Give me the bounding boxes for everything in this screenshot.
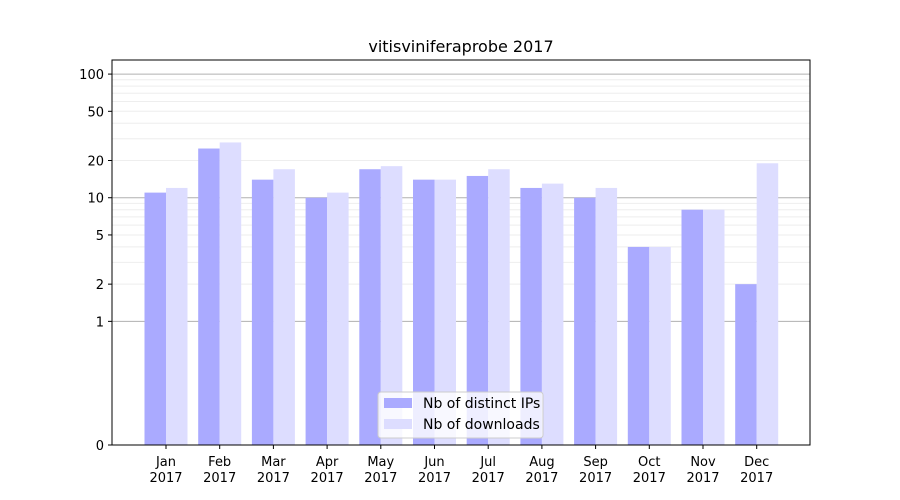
y-tick-label: 2 — [96, 278, 104, 293]
y-tick-label: 50 — [87, 105, 104, 120]
legend-frame — [377, 391, 544, 439]
bar-downloads — [434, 179, 456, 446]
legend: Nb of distinct IPs Nb of downloads — [377, 391, 544, 439]
bar-distinct-ips — [466, 175, 489, 445]
bar-downloads — [219, 142, 242, 445]
bar-distinct-ips — [305, 197, 328, 445]
x-tick-label: Jan 2017 — [149, 455, 182, 486]
x-axis: Jan 2017 Feb 2017 Mar 2017 Apr 2017 May 2017 Jun 20… — [149, 445, 773, 486]
bar-distinct-ips — [735, 284, 757, 445]
legend-swatch-distinct-ips — [384, 398, 412, 408]
bar-downloads — [703, 209, 725, 445]
x-tick-label: May 2017 — [364, 455, 397, 486]
x-tick-label: Aug 2017 — [525, 455, 558, 486]
x-tick-label: Apr 2017 — [311, 455, 344, 486]
y-tick-label: 0 — [96, 439, 104, 454]
bar-distinct-ips — [359, 169, 381, 445]
x-tick-label: Jun 2017 — [418, 455, 451, 486]
chart-title: vitisviniferaprobe 2017 — [368, 37, 553, 56]
bar-downloads — [595, 187, 618, 445]
legend-label-downloads: Nb of downloads — [423, 417, 540, 433]
bar-downloads — [273, 169, 295, 445]
x-tick-label: Feb 2017 — [203, 455, 236, 486]
bar-distinct-ips — [574, 197, 596, 445]
x-tick-label: Jul 2017 — [472, 455, 505, 486]
x-tick-label: Nov 2017 — [686, 455, 719, 486]
legend-swatch-downloads — [384, 419, 412, 429]
x-tick-label: Oct 2017 — [633, 455, 666, 486]
legend-label-distinct-ips: Nb of distinct IPs — [423, 396, 540, 412]
bar-downloads — [756, 163, 779, 445]
y-axis: 0 1 2 5 10 20 50 100 — [79, 68, 112, 454]
bar-downloads — [327, 192, 349, 445]
x-tick-label: Sep 2017 — [579, 455, 612, 486]
y-tick-label: 100 — [79, 68, 104, 83]
bar-downloads — [649, 246, 671, 445]
y-tick-label: 10 — [87, 192, 104, 207]
plot-frame — [111, 59, 811, 446]
bar-distinct-ips — [251, 179, 274, 446]
bar-distinct-ips — [144, 192, 166, 445]
bar-downloads — [488, 169, 510, 445]
x-tick-label: Dec 2017 — [740, 455, 773, 486]
bar-downloads — [166, 187, 188, 445]
y-tick-label: 1 — [96, 315, 104, 330]
bars-layer — [144, 142, 779, 446]
x-tick-label: Mar 2017 — [257, 455, 290, 486]
bar-downloads — [380, 166, 403, 445]
bar-downloads — [541, 183, 564, 445]
bar-distinct-ips — [520, 187, 542, 445]
bar-distinct-ips — [413, 179, 435, 446]
bar-distinct-ips — [627, 246, 650, 445]
y-tick-label: 20 — [87, 155, 104, 170]
bar-distinct-ips — [198, 148, 220, 445]
y-tick-label: 5 — [96, 229, 104, 244]
bar-distinct-ips — [681, 209, 703, 445]
